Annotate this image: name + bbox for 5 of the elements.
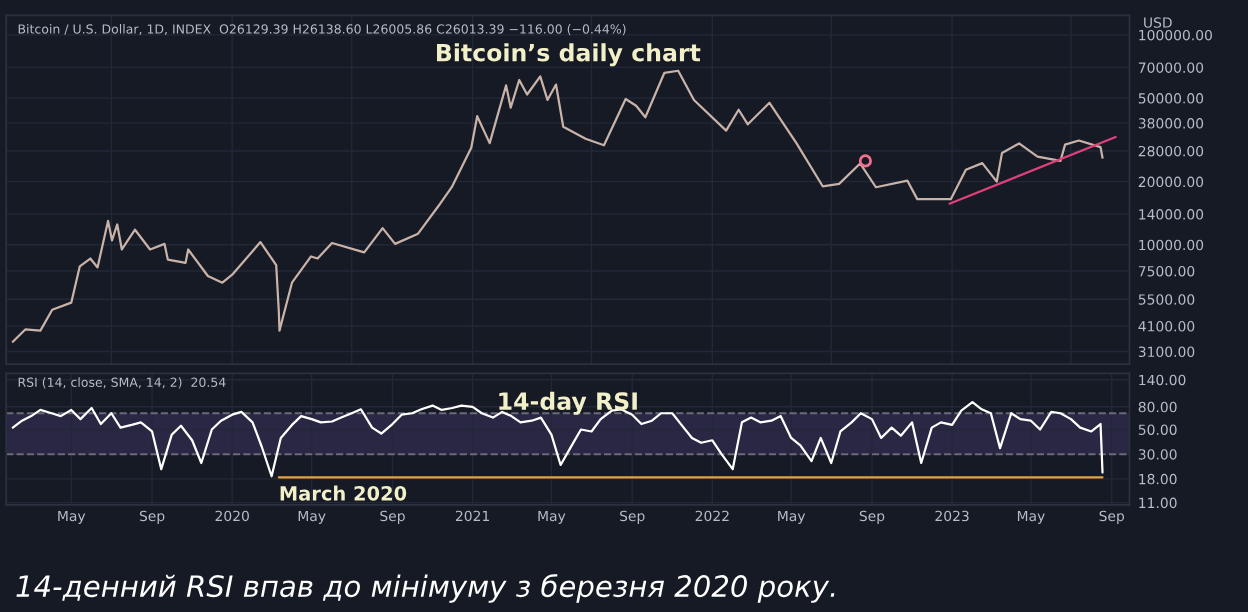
text: Bitcoin’s daily chart [436, 43, 701, 67]
annotation: March 2020 [280, 485, 407, 501]
line-series [11, 69, 1104, 343]
text: 14-day RSI [499, 391, 637, 415]
text: 14-денний RSI впав до мінімуму з березня 2020 року. [16, 574, 835, 603]
